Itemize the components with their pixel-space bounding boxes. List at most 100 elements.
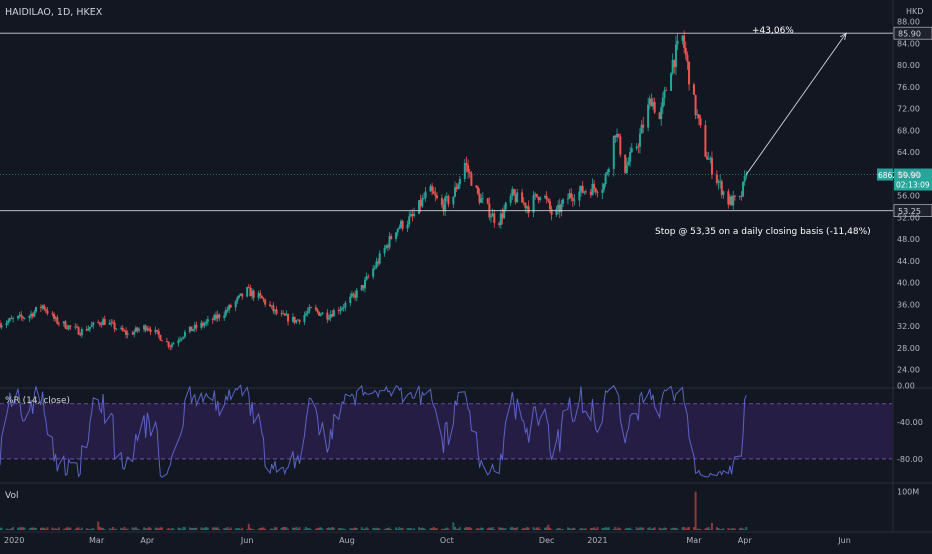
- volume-bar: [10, 528, 13, 530]
- candle-body: [683, 35, 686, 48]
- candle-body: [89, 327, 92, 329]
- chart-title: HAIDILAO, 1D, HKEX: [5, 7, 103, 18]
- candle-body: [303, 314, 306, 322]
- annotation-target: +43,06%: [752, 26, 794, 36]
- volume-bar: [182, 527, 185, 530]
- candle-body: [596, 192, 599, 193]
- volume-bar: [390, 528, 393, 530]
- volume-bar: [308, 528, 311, 530]
- volume-bar: [362, 528, 365, 530]
- volume-bar: [192, 527, 195, 530]
- volume-bar: [85, 528, 88, 530]
- candle-body: [188, 326, 191, 332]
- volume-bar: [144, 528, 147, 530]
- volume-bar: [331, 526, 334, 530]
- candle-body: [372, 268, 375, 277]
- candle-body: [87, 328, 90, 331]
- candle-body: [424, 191, 427, 198]
- volume-bar: [411, 529, 414, 530]
- candle-body: [211, 319, 214, 321]
- candle-body: [246, 287, 249, 297]
- candle-body: [694, 94, 697, 116]
- volume-bar: [273, 527, 276, 530]
- candle-body: [183, 331, 186, 337]
- volume-bar: [272, 529, 275, 530]
- candle-body: [650, 98, 653, 107]
- volume-bar: [486, 528, 489, 530]
- volume-bar: [475, 528, 478, 530]
- volume-bar: [670, 528, 673, 530]
- candle-body: [344, 302, 347, 308]
- candle-body: [54, 317, 57, 319]
- volume-bar: [80, 527, 83, 530]
- volume-bar: [388, 527, 391, 530]
- volume-bar: [589, 527, 592, 530]
- candle-body: [503, 209, 506, 219]
- candle-body: [44, 309, 47, 311]
- candle-body: [562, 199, 565, 204]
- candle-body: [216, 314, 219, 319]
- volume-bar: [558, 527, 561, 530]
- projection-arrow-line: [745, 32, 847, 175]
- candle-body: [97, 322, 100, 324]
- candle-body: [555, 208, 558, 215]
- volume-bar: [535, 527, 538, 530]
- volume-bar: [527, 527, 530, 530]
- candle-body: [728, 196, 731, 205]
- volume-bar: [180, 529, 183, 530]
- volume-bar: [234, 528, 237, 530]
- volume-bar: [260, 527, 263, 530]
- volume-bar: [56, 528, 59, 530]
- candle-body: [200, 322, 203, 328]
- candle-body: [269, 304, 272, 307]
- candle-body: [490, 216, 493, 218]
- candle-body: [660, 107, 663, 120]
- candle-body: [602, 184, 605, 190]
- candle-body: [661, 97, 664, 108]
- x-tick-label: Aug: [339, 536, 355, 545]
- candle-body: [342, 307, 345, 309]
- candle-body: [619, 136, 622, 155]
- volume-bar: [309, 529, 312, 530]
- volume-bar: [20, 527, 23, 530]
- candle-body: [688, 61, 691, 85]
- candle-body: [157, 331, 160, 335]
- candle-body: [0, 323, 1, 328]
- candle-body: [341, 307, 344, 310]
- vol-title: Vol: [5, 491, 18, 501]
- annotation-stop: Stop @ 53,35 on a daily closing basis (-…: [655, 227, 871, 237]
- volume-bar: [167, 528, 170, 530]
- volume-bar: [638, 527, 641, 530]
- level-badge-label: 85.90: [898, 30, 921, 39]
- candle-body: [463, 163, 466, 179]
- volume-bar: [658, 527, 661, 530]
- candle-body: [398, 227, 401, 229]
- volume-bar: [547, 524, 550, 530]
- candle-body: [123, 330, 126, 332]
- wr-title: %R (14, close): [5, 396, 70, 406]
- volume-bar: [183, 527, 186, 530]
- volume-bar: [352, 528, 355, 530]
- candle-body: [375, 261, 378, 268]
- volume-bar: [67, 527, 70, 530]
- volume-bar: [468, 527, 471, 530]
- candle-body: [697, 114, 700, 119]
- candle-body: [367, 276, 370, 278]
- volume-bar: [170, 528, 173, 530]
- volume-bar: [249, 528, 252, 530]
- candle-body: [31, 313, 34, 317]
- price-tick-label: 84.00: [897, 39, 920, 48]
- candle-body: [287, 314, 290, 322]
- candle-body: [85, 329, 88, 331]
- candle-body: [249, 287, 252, 297]
- candle-body: [707, 159, 710, 160]
- candle-body: [144, 325, 147, 331]
- volume-bar: [64, 528, 67, 530]
- volume-bar: [280, 527, 283, 530]
- candle-body: [493, 213, 496, 224]
- candle-body: [239, 293, 242, 296]
- price-tick-label: 68.00: [897, 126, 920, 135]
- candle-body: [143, 325, 146, 330]
- volume-bar: [57, 527, 60, 530]
